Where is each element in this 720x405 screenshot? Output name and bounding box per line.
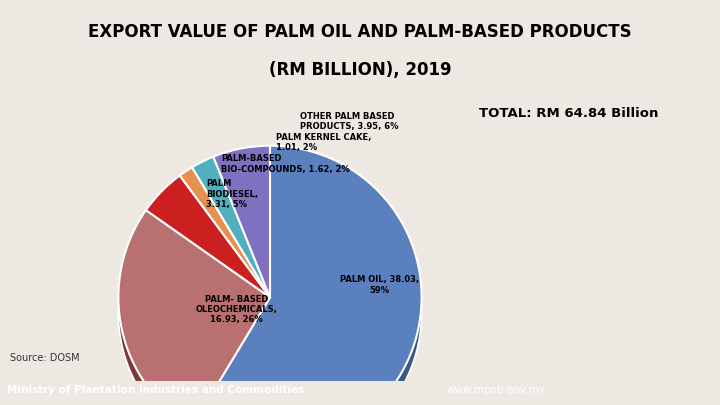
Text: EXPORT VALUE OF PALM OIL AND PALM-BASED PRODUCTS: EXPORT VALUE OF PALM OIL AND PALM-BASED … bbox=[88, 23, 632, 41]
Text: TOTAL: RM 64.84 Billion: TOTAL: RM 64.84 Billion bbox=[479, 107, 659, 120]
Text: PALM KERNEL CAKE,
1.01, 2%: PALM KERNEL CAKE, 1.01, 2% bbox=[276, 133, 372, 152]
Wedge shape bbox=[192, 157, 270, 297]
Text: www.mpob.gov.my: www.mpob.gov.my bbox=[446, 385, 546, 395]
Wedge shape bbox=[192, 161, 422, 405]
Text: PALM
BIODIESEL,
3.31, 5%: PALM BIODIESEL, 3.31, 5% bbox=[207, 179, 258, 209]
Text: PALM OIL, 38.03,
59%: PALM OIL, 38.03, 59% bbox=[340, 275, 419, 295]
Text: OTHER PALM BASED
PRODUCTS, 3.95, 6%: OTHER PALM BASED PRODUCTS, 3.95, 6% bbox=[300, 112, 399, 131]
Wedge shape bbox=[180, 182, 270, 313]
Wedge shape bbox=[213, 161, 270, 313]
Text: PALM- BASED
OLEOCHEMICALS,
16.93, 26%: PALM- BASED OLEOCHEMICALS, 16.93, 26% bbox=[196, 294, 278, 324]
Wedge shape bbox=[192, 172, 270, 313]
Wedge shape bbox=[192, 146, 422, 405]
Text: (RM BILLION), 2019: (RM BILLION), 2019 bbox=[269, 62, 451, 79]
Text: Ministry of Plantation Industries and Commodities: Ministry of Plantation Industries and Co… bbox=[7, 385, 305, 395]
Text: Source: DOSM: Source: DOSM bbox=[11, 354, 80, 363]
Wedge shape bbox=[118, 210, 270, 405]
Wedge shape bbox=[146, 191, 270, 313]
Wedge shape bbox=[118, 225, 270, 405]
Wedge shape bbox=[180, 167, 270, 297]
Wedge shape bbox=[213, 146, 270, 297]
Wedge shape bbox=[146, 175, 270, 297]
Text: PALM-BASED
BIO-COMPOUNDS, 1.62, 2%: PALM-BASED BIO-COMPOUNDS, 1.62, 2% bbox=[222, 154, 350, 174]
